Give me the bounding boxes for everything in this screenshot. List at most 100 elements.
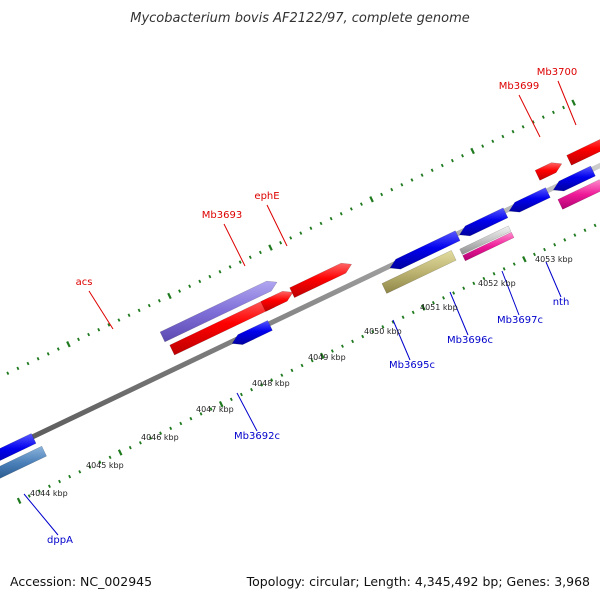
tick-mark-inner xyxy=(179,421,183,426)
gene-label-mb3697c: Mb3697c xyxy=(497,315,543,326)
tick-mark-outer xyxy=(127,313,131,317)
tick-mark-outer xyxy=(198,279,202,284)
tick-mark-outer xyxy=(309,226,313,231)
tick-mark-inner xyxy=(169,426,173,431)
tick-mark-inner xyxy=(68,474,72,479)
tick-mark-inner xyxy=(351,339,355,344)
tick-mark-inner xyxy=(189,416,193,421)
leader-line-mb3693 xyxy=(223,223,246,267)
tick-mark-inner xyxy=(270,378,274,382)
tick-mark-inner xyxy=(421,304,426,311)
tick-mark-inner xyxy=(593,223,597,228)
tick-mark-inner xyxy=(502,267,506,271)
tick-mark-outer xyxy=(481,144,485,148)
tick-mark-outer xyxy=(46,352,50,356)
tick-mark-inner xyxy=(209,407,213,411)
tick-mark-inner xyxy=(16,497,22,504)
tick-mark-outer xyxy=(16,366,20,371)
gene-label-mb3693: Mb3693 xyxy=(202,210,242,221)
tick-mark-outer xyxy=(147,303,151,308)
map-title: Mycobacterium bovis AF2122/97, complete … xyxy=(130,11,469,26)
leader-line-nth xyxy=(545,261,562,298)
tick-mark-inner xyxy=(78,470,82,474)
tick-mark-inner xyxy=(361,334,365,339)
gene-label-mb3695c: Mb3695c xyxy=(389,360,435,371)
gene-arrow-mb3693 xyxy=(260,290,294,312)
tick-mark-inner xyxy=(108,455,112,460)
tick-mark-outer xyxy=(157,298,161,303)
tick-mark-inner xyxy=(229,397,233,402)
tick-mark-outer xyxy=(258,250,262,255)
tick-mark-inner xyxy=(462,286,466,290)
tick-mark-outer xyxy=(511,129,515,134)
tick-mark-outer xyxy=(238,260,242,264)
scale-label: 4052 kbp xyxy=(478,279,516,288)
tick-mark-outer xyxy=(137,308,141,313)
tick-mark-outer xyxy=(56,347,60,351)
gene-arrow-mb3700 xyxy=(566,139,600,166)
tick-mark-inner xyxy=(310,358,314,363)
tick-mark-inner xyxy=(543,247,547,252)
tick-mark-inner xyxy=(159,431,163,435)
scale-label: 4045 kbp xyxy=(86,461,124,470)
genome-summary-text: Topology: circular; Length: 4,345,492 bp… xyxy=(246,574,590,589)
scale-labels: 4044 kbp 4045 kbp 4046 kbp 4047 kbp 4048 kbp… xyxy=(30,255,573,498)
leader-line-mb3692c xyxy=(236,392,258,432)
feature-track xyxy=(0,139,600,479)
tick-mark-outer xyxy=(268,244,273,251)
gene-label-acs: acs xyxy=(76,277,93,288)
tick-mark-outer xyxy=(390,187,394,192)
tick-mark-outer xyxy=(26,361,30,366)
tick-mark-outer xyxy=(6,371,10,375)
gene-label-mb3692c: Mb3692c xyxy=(234,431,280,442)
tick-mark-outer xyxy=(77,337,80,342)
tick-mark-outer xyxy=(410,178,414,182)
gene-label-mb3696c: Mb3696c xyxy=(447,335,493,346)
tick-mark-outer xyxy=(208,274,212,279)
leader-line-ephe xyxy=(266,204,288,247)
tick-mark-outer xyxy=(450,158,454,163)
tick-mark-outer xyxy=(228,265,232,269)
tick-mark-inner xyxy=(563,238,567,242)
tick-mark-outer xyxy=(470,147,475,155)
gene-label-ephe: ephE xyxy=(254,191,279,202)
tick-mark-outer xyxy=(107,323,111,327)
gene-arrow-mb3694c xyxy=(389,230,461,270)
leader-line-acs xyxy=(88,290,114,330)
tick-mark-inner xyxy=(149,436,152,440)
gene-arrow-ephe xyxy=(289,262,353,298)
tick-mark-outer xyxy=(248,255,252,259)
gene-arrow-mb3695c xyxy=(459,207,509,237)
gene-arrow-mb3692c xyxy=(231,320,273,345)
tick-mark-inner xyxy=(290,368,294,373)
tick-mark-outer xyxy=(299,231,303,235)
tick-mark-outer xyxy=(551,110,555,115)
scale-label: 4050 kbp xyxy=(364,327,402,336)
gene-feature-mb3696c xyxy=(462,231,515,262)
tick-mark-inner xyxy=(330,349,334,353)
gene-arrow-mb3699 xyxy=(534,162,563,181)
tick-mark-inner xyxy=(260,383,264,387)
tick-mark-inner xyxy=(411,310,415,315)
tick-mark-inner xyxy=(472,281,476,286)
tick-mark-inner xyxy=(341,344,344,348)
tick-mark-inner xyxy=(583,228,587,232)
gene-feature-silver xyxy=(459,225,512,255)
tick-mark-inner xyxy=(199,412,203,416)
tick-mark-outer xyxy=(87,332,91,337)
tick-mark-outer xyxy=(400,183,404,187)
tick-mark-inner xyxy=(37,489,41,493)
leader-line-mb3700 xyxy=(557,80,577,126)
gene-label-mb3699: Mb3699 xyxy=(499,81,539,92)
tick-mark-inner xyxy=(391,320,395,324)
tick-mark-outer xyxy=(562,105,565,110)
leader-line-mb3695c xyxy=(392,319,411,361)
tick-mark-inner xyxy=(381,325,385,329)
tick-mark-outer xyxy=(218,270,222,274)
tick-mark-inner xyxy=(401,315,405,319)
tick-mark-inner xyxy=(88,465,92,469)
tick-mark-outer xyxy=(501,134,505,139)
label-leaders xyxy=(23,80,577,536)
scale-label: 4047 kbp xyxy=(196,405,234,414)
